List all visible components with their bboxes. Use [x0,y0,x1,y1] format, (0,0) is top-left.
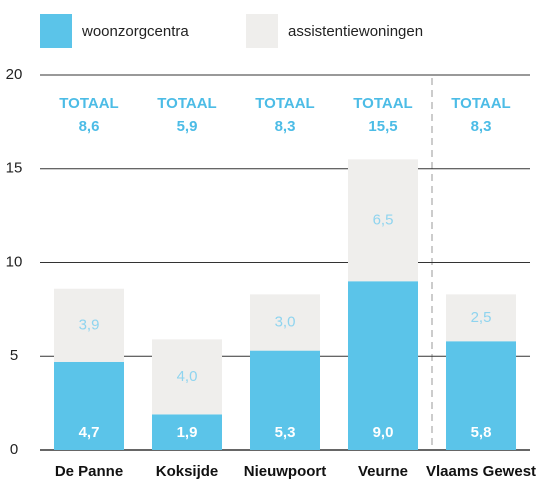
x-tick-label: Vlaams Gewest [426,463,536,480]
total-value: 8,6 [79,118,100,135]
value-label: 5,3 [275,424,296,441]
value-label: 9,0 [373,424,394,441]
value-label: 4,0 [177,368,198,385]
value-label: 2,5 [471,309,492,326]
y-tick-label: 0 [10,441,18,458]
x-tick-label: De Panne [55,463,123,480]
bar-segment [348,281,418,450]
value-label: 5,8 [471,424,492,441]
legend-swatch [40,14,72,48]
total-value: 5,9 [177,118,198,135]
bar-segment [152,414,222,450]
value-label: 6,5 [373,211,394,228]
bar-segment [250,350,320,450]
total-title: TOTAAL [451,95,510,112]
y-tick-label: 15 [6,160,23,177]
bar-segment [152,339,222,415]
y-tick-label: 20 [6,66,23,83]
legend-label: assistentiewoningen [288,23,423,40]
y-tick-label: 10 [6,253,23,270]
bar-segment [446,294,516,342]
value-label: 3,9 [79,316,100,333]
bar-segment [250,294,320,351]
value-label: 1,9 [177,424,198,441]
value-label: 4,7 [79,424,100,441]
x-tick-label: Nieuwpoort [244,463,327,480]
bar-segment [446,341,516,450]
total-title: TOTAAL [255,95,314,112]
bar-segment [54,361,124,450]
total-title: TOTAAL [157,95,216,112]
bar-segment [54,288,124,362]
value-label: 3,0 [275,313,296,330]
total-value: 15,5 [368,118,397,135]
bar-segment [348,159,418,282]
legend-swatch [246,14,278,48]
total-value: 8,3 [471,118,492,135]
x-tick-label: Koksijde [156,463,219,480]
total-title: TOTAAL [59,95,118,112]
y-tick-label: 5 [10,347,18,364]
x-tick-label: Veurne [358,463,408,480]
legend-label: woonzorgcentra [81,23,189,40]
total-value: 8,3 [275,118,296,135]
total-title: TOTAAL [353,95,412,112]
